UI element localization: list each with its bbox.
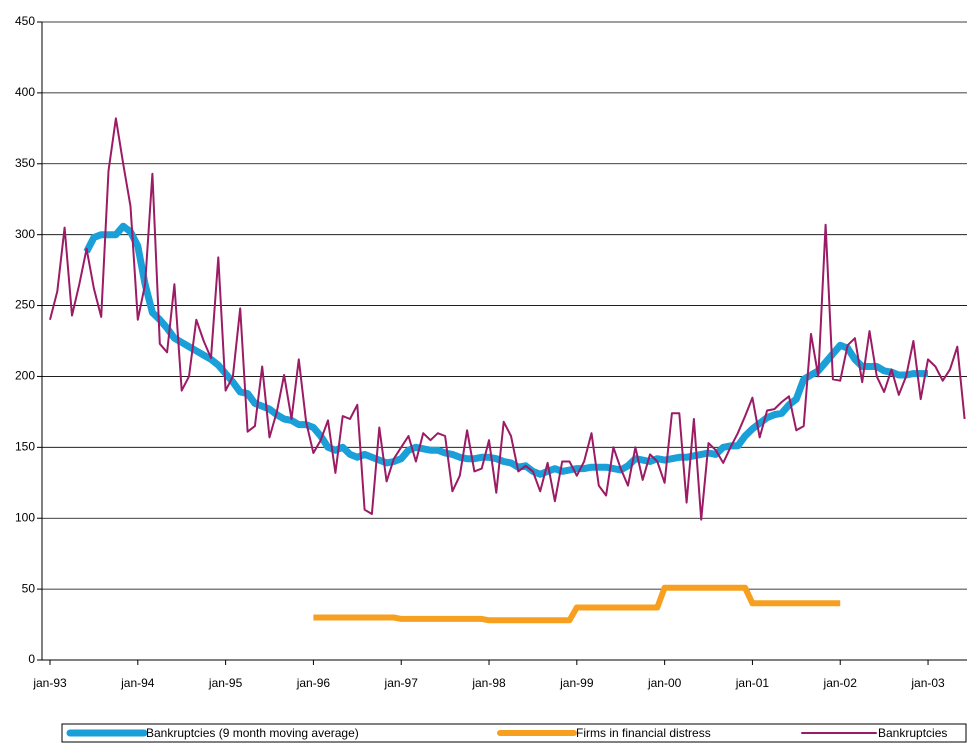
legend-label: Bankruptcies (9 month moving average): [146, 726, 359, 740]
x-tick-label: jan-95: [208, 676, 243, 690]
y-tick-label: 250: [15, 298, 35, 312]
y-tick-label: 300: [15, 227, 35, 241]
series-line: [49, 117, 966, 521]
x-tick-label: jan-94: [120, 676, 155, 690]
legend-box: [61, 723, 967, 743]
x-tick-label: jan-93: [32, 676, 67, 690]
y-tick-label: 450: [15, 14, 35, 28]
y-tick-label: 200: [15, 369, 35, 383]
y-tick-label: 150: [15, 440, 35, 454]
series-line: [83, 222, 928, 478]
x-tick-label: jan-96: [296, 676, 331, 690]
y-tick-label: 50: [22, 581, 36, 595]
x-tick-label: jan-03: [910, 676, 945, 690]
x-tick-label: jan-02: [823, 676, 858, 690]
x-tick-label: jan-00: [647, 676, 682, 690]
legend-label: Firms in financial distress: [576, 726, 711, 740]
legend-label: Bankruptcies: [878, 726, 947, 740]
y-tick-label: 0: [28, 652, 35, 666]
x-tick-label: jan-99: [559, 676, 594, 690]
series-line: [313, 584, 841, 624]
y-tick-label: 100: [15, 510, 35, 524]
x-tick-label: jan-01: [735, 676, 770, 690]
y-tick-label: 350: [15, 156, 35, 170]
x-tick-label: jan-98: [471, 676, 506, 690]
y-tick-label: 400: [15, 85, 35, 99]
x-tick-label: jan-97: [384, 676, 419, 690]
